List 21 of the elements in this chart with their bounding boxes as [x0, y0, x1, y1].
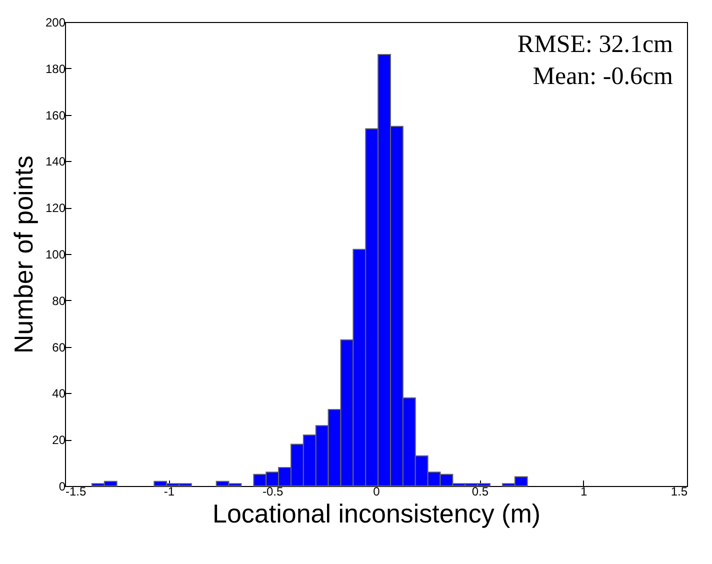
y-tick-label: 20 — [52, 433, 66, 448]
x-tick-label: -1 — [164, 484, 175, 498]
y-tick-label: 100 — [45, 248, 66, 262]
x-tick-label: 0.5 — [472, 484, 489, 498]
y-tick-label: 200 — [45, 16, 66, 30]
x-tick-label: 1.5 — [670, 484, 688, 498]
x-axis-title: Locational inconsistency (m) — [212, 498, 541, 528]
x-tick-label: 1 — [580, 484, 588, 498]
y-tick-label: 180 — [45, 62, 66, 76]
y-axis-title: Number of points — [8, 156, 38, 354]
x-tick-label: 0 — [373, 484, 380, 498]
y-tick-label: 160 — [45, 108, 66, 122]
y-tick-label: 120 — [45, 201, 66, 216]
annotation: RMSE: 32.1cm — [517, 31, 674, 58]
y-tick-label: 40 — [52, 386, 66, 401]
x-tick-label: -0.5 — [262, 484, 284, 498]
y-tick-label: 60 — [52, 340, 66, 354]
x-tick-label: -1.5 — [66, 484, 87, 498]
y-tick-label: 80 — [52, 294, 66, 308]
annotation: Mean: -0.6cm — [532, 63, 674, 90]
y-tick-label: 140 — [45, 154, 66, 169]
